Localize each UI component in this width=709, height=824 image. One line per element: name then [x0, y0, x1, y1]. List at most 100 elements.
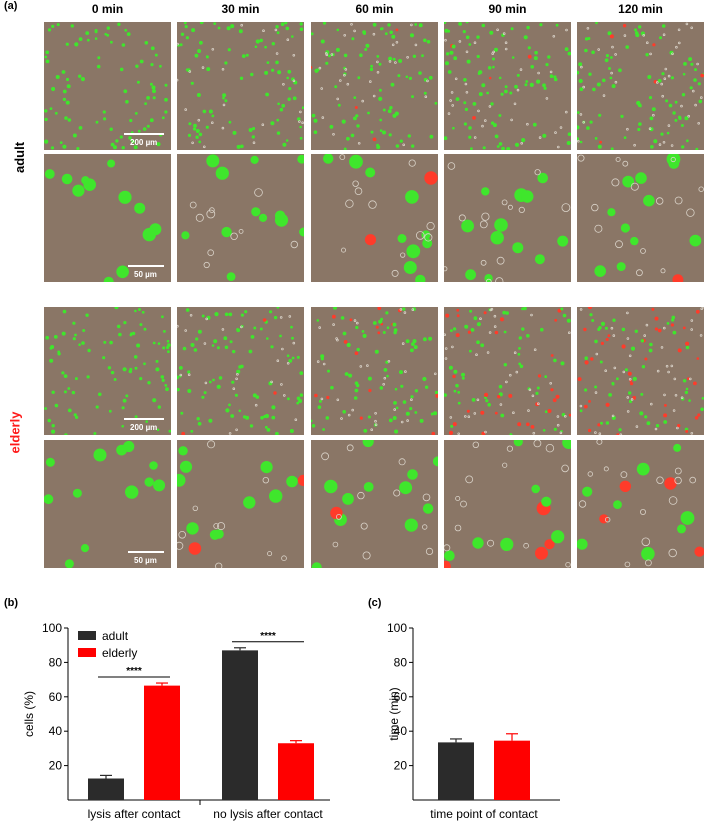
nk-cell	[321, 452, 330, 461]
nk-cell	[561, 203, 571, 212]
nk-cell	[645, 559, 652, 567]
cell	[685, 387, 689, 391]
cell	[333, 307, 337, 310]
nk-cell	[177, 78, 179, 82]
cell	[535, 391, 539, 395]
nk-cell	[665, 364, 669, 368]
nk-cell	[292, 341, 296, 345]
cell	[167, 350, 170, 354]
nk-cell	[532, 431, 536, 435]
cell	[513, 440, 523, 447]
cell	[496, 145, 500, 148]
nk-cell	[561, 464, 569, 473]
cell	[476, 54, 480, 59]
cell	[228, 120, 232, 124]
nk-cell	[594, 431, 597, 434]
y-tick-label: 20	[49, 759, 63, 773]
cell	[146, 96, 150, 100]
nk-cell	[355, 321, 359, 325]
cell	[311, 562, 322, 568]
cell	[291, 35, 294, 38]
cell	[504, 89, 508, 94]
nk-cell	[444, 544, 451, 552]
cell	[424, 171, 438, 185]
cell	[700, 73, 704, 78]
nk-cell	[689, 476, 696, 484]
cell	[195, 337, 199, 341]
x-category-label: time point of contact	[430, 807, 538, 821]
cell	[291, 336, 294, 340]
cell	[122, 398, 127, 403]
y-tick-label: 100	[42, 621, 62, 635]
nk-cell	[236, 373, 239, 376]
cell	[588, 400, 591, 403]
cell	[184, 25, 188, 29]
cell	[102, 356, 106, 360]
cell	[287, 69, 292, 74]
nk-cell	[537, 71, 540, 75]
nk-cell	[579, 308, 583, 311]
cell	[344, 372, 349, 376]
cell	[264, 45, 267, 49]
cell	[537, 374, 542, 378]
nk-cell	[362, 551, 371, 560]
nk-cell	[444, 347, 448, 350]
nk-cell	[361, 99, 364, 103]
nk-cell	[374, 423, 378, 426]
cell	[502, 310, 507, 315]
cell	[455, 333, 460, 338]
cell	[324, 479, 338, 494]
cell	[599, 140, 602, 144]
nk-cell	[197, 118, 201, 122]
cell	[206, 154, 220, 168]
cell	[230, 24, 235, 29]
cell	[138, 308, 141, 311]
cell	[423, 38, 427, 43]
nk-cell	[366, 364, 369, 367]
cell	[231, 380, 235, 384]
cell	[137, 129, 141, 133]
nk-cell	[624, 561, 631, 568]
nk-cell	[699, 334, 703, 337]
nk-cell	[623, 34, 627, 37]
nk-cell	[240, 23, 243, 27]
nk-cell	[674, 394, 678, 397]
nk-cell	[559, 431, 563, 435]
cell	[494, 134, 499, 139]
cell	[213, 22, 217, 25]
cell	[150, 46, 155, 51]
cell	[147, 381, 151, 385]
nk-cell	[414, 43, 418, 47]
nk-cell	[680, 396, 684, 399]
nk-cell	[640, 509, 647, 516]
cell	[139, 323, 143, 327]
cell	[251, 135, 255, 139]
cell	[445, 52, 450, 56]
cell	[353, 116, 357, 121]
cell	[501, 146, 505, 150]
cell	[260, 416, 264, 420]
nk-cell	[613, 366, 617, 370]
nk-cell	[545, 97, 549, 100]
cell	[44, 139, 49, 144]
nk-cell	[655, 197, 664, 205]
micrograph	[311, 307, 438, 435]
cell	[134, 309, 137, 313]
nk-cell	[696, 62, 699, 66]
cell	[370, 130, 374, 134]
nk-cell	[281, 347, 284, 351]
cell	[451, 44, 456, 49]
nk-cell	[510, 118, 513, 122]
nk-cell	[662, 141, 666, 144]
cell	[346, 136, 350, 141]
cell	[129, 118, 133, 123]
cell	[700, 407, 704, 412]
cell	[378, 88, 382, 92]
cell	[291, 356, 295, 360]
nk-cell	[491, 52, 494, 55]
cell	[547, 409, 552, 413]
cell	[445, 61, 449, 66]
cell	[453, 369, 458, 374]
micrograph: 50 µm	[44, 154, 171, 282]
cell	[423, 337, 427, 342]
